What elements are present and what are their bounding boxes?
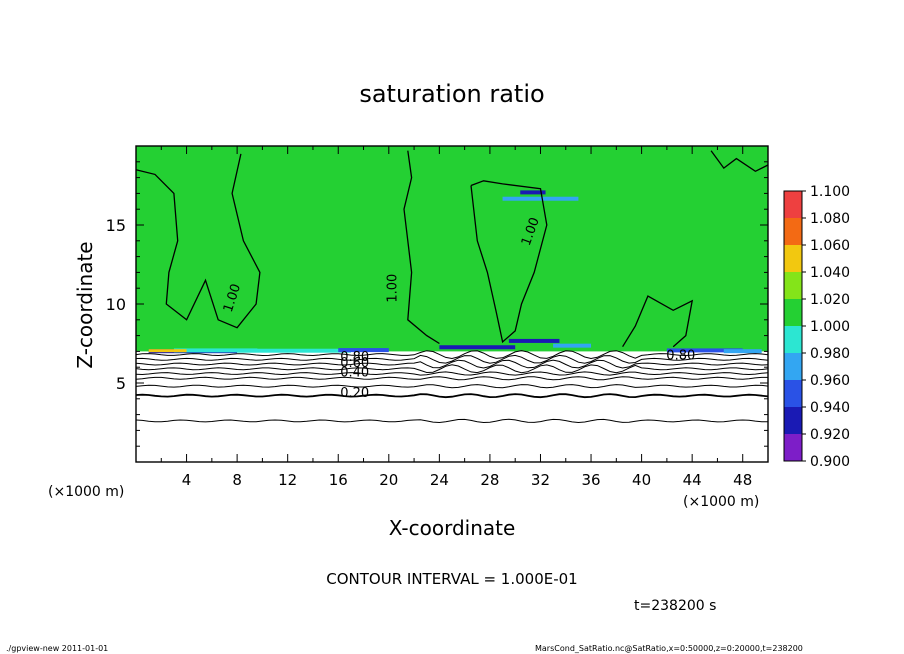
x-tick-label: 28 [480,471,499,489]
colorbar-swatch [784,407,802,434]
y-tick-label: 10 [106,295,126,314]
contour-line [135,364,769,374]
subsaturated-patch [173,348,258,353]
contour-label: 0.80 [666,348,695,363]
time-label: t=238200 s [634,598,716,614]
x-tick-label: 20 [379,471,398,489]
contour-one-top-right [710,150,769,173]
x-axis-label: X-coordinate [389,516,516,540]
subsaturated-patch [520,190,546,195]
x-unit-right: (×1000 m) [683,494,759,510]
contour-one-right [622,295,694,348]
contour-line [135,359,769,369]
subsaturated-patch [553,343,592,348]
colorbar: 0.900 0.920 0.940 0.960 0.980 1.000 1.020 1.040… [783,184,850,470]
contour-line [135,384,769,389]
source-label: MarsCond_SatRatio.nc@SatRatio,x=0:50000,… [535,644,803,653]
x-unit-left: (×1000 m) [48,484,124,500]
colorbar-label: 0.940 [810,400,850,416]
contour-label: 0.20 [340,386,369,401]
subsaturated-patch [237,348,351,353]
colorbar-label: 0.920 [810,427,850,443]
x-tick-label: 36 [581,471,600,489]
contour-label: 1.00 [385,274,400,303]
x-tick-label: 4 [182,471,192,489]
colorbar-label: 0.980 [810,346,850,362]
colorbar-label: 1.020 [810,292,850,308]
y-tick-label: 15 [106,216,126,235]
contour-interval-text: CONTOUR INTERVAL = 1.000E-01 [326,570,577,588]
y-axis-label: Z-coordinate [73,241,97,368]
x-tick-label: 24 [430,471,449,489]
x-tick-label: 44 [683,471,702,489]
contour-line [135,371,769,376]
colorbar-swatch [784,245,802,272]
contour-label: 0.60 [340,356,369,371]
x-tick-label: 8 [232,471,242,489]
contour-one-mid [403,150,440,345]
x-tick-label: 12 [278,471,297,489]
contour-label: 0.40 [340,366,369,381]
contour-line [135,354,769,364]
subsaturated-patch [723,349,762,354]
contour-label: 0.80 [340,350,369,365]
colorbar-swatch [784,191,802,218]
saturated-region-fill [136,146,768,352]
saturated-fill-layer [136,146,768,352]
subsaturated-patch [508,338,560,343]
x-tick-label: 40 [632,471,651,489]
colorbar-swatch [784,218,802,245]
program-label: ./gpview-new 2011-01-01 [6,644,108,653]
supersaturated-patch [148,349,187,353]
subsaturated-patch [666,348,743,353]
contour-line [135,350,769,360]
contour-line [135,418,769,424]
colorbar-label: 1.080 [810,211,850,227]
colorbar-swatch [784,353,802,380]
colorbar-label: 1.060 [810,238,850,254]
colorbar-label: 1.100 [810,184,850,200]
contour-one-left [135,153,261,329]
colorbar-label: 1.000 [810,319,850,335]
subsaturated-patch [502,196,579,201]
contour-one-plume [470,180,548,344]
contour-line [135,393,769,399]
subsaturated-patches-layer [148,190,762,354]
colorbar-swatch [784,434,802,461]
subsaturated-patch [439,345,516,350]
chart-title: saturation ratio [359,80,544,108]
contour-line [135,376,768,381]
y-tick-label: 5 [116,374,126,393]
x-tick-label: 48 [733,471,752,489]
colorbar-label: 0.960 [810,373,850,389]
colorbar-swatch [784,326,802,353]
subsaturated-patch [338,348,389,353]
colorbar-swatch [784,380,802,407]
colorbar-label: 0.900 [810,454,850,470]
contour-lines-layer [135,150,769,424]
x-tick-label: 16 [329,471,348,489]
colorbar-swatch [784,272,802,299]
colorbar-label: 1.040 [810,265,850,281]
colorbar-swatch [784,299,802,326]
x-tick-label: 32 [531,471,550,489]
